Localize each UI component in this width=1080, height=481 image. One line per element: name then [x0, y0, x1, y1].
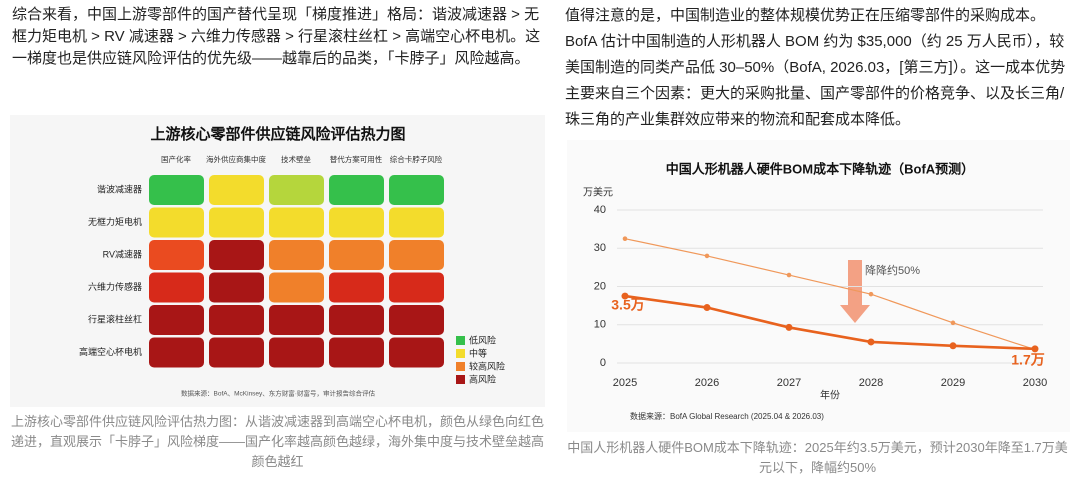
- cell: [149, 305, 204, 335]
- cell: [209, 305, 264, 335]
- cell: [149, 207, 204, 238]
- legend-swatch: [456, 375, 465, 384]
- caption: 中国人形机器人硬件BOM成本下降轨迹：2025年约3.5万美元，预计2030年降…: [567, 440, 1068, 475]
- cell: [149, 337, 204, 368]
- legend-label: 中等: [469, 347, 487, 358]
- chart-title: 上游核心零部件供应链风险评估热力图: [150, 125, 405, 143]
- y-axis-unit: 万美元: [583, 186, 613, 199]
- cell: [389, 175, 444, 205]
- row-label: 谐波减速器: [97, 183, 142, 194]
- cell: [329, 240, 384, 270]
- annotation: 3.5万: [611, 297, 644, 313]
- cell: [209, 207, 264, 238]
- cell: [389, 337, 444, 368]
- legend-label: 高风险: [469, 373, 496, 384]
- cell: [149, 240, 204, 270]
- legend-swatch: [456, 362, 465, 371]
- column-label: 海外供应商集中度: [206, 154, 266, 164]
- column-label: 技术壁垒: [281, 154, 311, 164]
- cell: [269, 305, 324, 335]
- y-tick-label: 30: [594, 242, 606, 254]
- data-point: [703, 304, 711, 312]
- data-point: [867, 338, 875, 346]
- x-tick-label: 2026: [695, 377, 719, 389]
- y-tick-label: 10: [594, 319, 606, 331]
- x-tick-label: 2029: [941, 377, 965, 389]
- data-point: [868, 291, 874, 297]
- cell: [329, 207, 384, 238]
- cell: [329, 337, 384, 368]
- cell: [149, 272, 204, 303]
- paragraph: 值得注意的是，中国制造业的整体规模优势正在压缩零部件的采购成本。BofA 估计中…: [565, 7, 1066, 128]
- cell: [269, 207, 324, 238]
- x-axis-label: 年份: [820, 389, 840, 402]
- data-point: [785, 323, 793, 331]
- cell: [209, 337, 264, 368]
- row-label: 无框力矩电机: [88, 216, 142, 227]
- x-tick-label: 2027: [777, 377, 801, 389]
- chart-title: 中国人形机器人硬件BOM成本下降轨迹（BofA预测）: [666, 161, 974, 176]
- y-tick-label: 40: [594, 204, 606, 216]
- cell: [149, 175, 204, 205]
- legend-label: 较高风险: [469, 360, 505, 371]
- cell: [209, 175, 264, 205]
- column-label: 替代方案可用性: [330, 154, 383, 164]
- series-line: [624, 294, 1036, 351]
- row-label: 六维力传感器: [88, 281, 142, 292]
- data-point: [786, 272, 792, 278]
- row-label: 高端空心杯电机: [79, 346, 142, 357]
- caption: 上游核心零部件供应链风险评估热力图：从谐波减速器到高端空心杯电机，颜色从绿色向红…: [10, 414, 544, 469]
- legend-swatch: [456, 349, 465, 358]
- y-tick-label: 0: [600, 357, 606, 369]
- cell: [329, 305, 384, 335]
- source: 数据来源：BofA Global Research (2025.04 & 202…: [630, 411, 824, 421]
- row-label: 行星滚柱丝杠: [88, 313, 142, 324]
- cell: [269, 272, 324, 303]
- legend-swatch: [456, 336, 465, 345]
- data-point: [1031, 345, 1039, 353]
- data-point: [621, 292, 629, 300]
- cell: [389, 305, 444, 335]
- annotation: 降降约50%: [865, 263, 920, 277]
- cell: [329, 175, 384, 205]
- data-point: [704, 253, 710, 259]
- legend-label: 低风险: [469, 334, 496, 345]
- cell: [389, 272, 444, 303]
- cell: [209, 240, 264, 270]
- x-tick-label: 2025: [613, 377, 637, 389]
- arrow: [840, 260, 870, 323]
- data-point: [622, 236, 628, 241]
- paragraph: 综合来看，中国上游零部件的国产替代呈现「梯度推进」格局：谐波减速器 > 无框力矩…: [12, 6, 541, 67]
- data-point: [950, 320, 956, 326]
- column-label: 国产化率: [161, 154, 191, 164]
- cell: [389, 207, 444, 238]
- series-line: [624, 238, 1036, 351]
- cell: [269, 175, 324, 205]
- x-tick-label: 2028: [859, 377, 883, 389]
- annotation: 1.7万: [1011, 352, 1044, 368]
- cell: [269, 337, 324, 368]
- cell: [269, 240, 324, 270]
- cell: [329, 272, 384, 303]
- row-label: RV减速器: [103, 248, 142, 259]
- x-tick-label: 2030: [1023, 377, 1047, 389]
- cell: [209, 272, 264, 303]
- column-label: 综合卡脖子风险: [390, 154, 443, 164]
- cell: [389, 240, 444, 270]
- source: 数据来源：BofA、McKinsey、东方财富·财富号，审计报告综合评估: [181, 389, 375, 398]
- data-point: [949, 342, 957, 350]
- y-tick-label: 20: [594, 280, 606, 292]
